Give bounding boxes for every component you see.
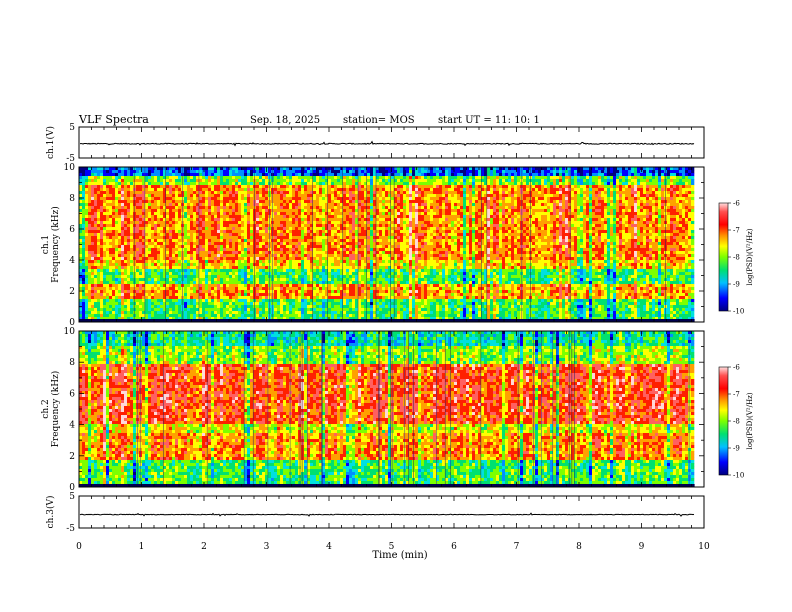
- y-tick-label: 4: [69, 256, 75, 266]
- y-tick-label: 8: [69, 194, 75, 204]
- panel-ch2-spectrogram: 0 2 4 6 8 10 ch.2 Frequency (kHz): [41, 327, 705, 493]
- y-tick-label: 6: [69, 389, 75, 399]
- colorbar-tick-label: -9: [733, 281, 740, 289]
- dc-band: [79, 319, 695, 322]
- y-tick-label: 6: [69, 225, 75, 235]
- x-tick-label: 9: [639, 542, 645, 552]
- x-tick-label: 10: [698, 542, 710, 552]
- y-tick-label: 10: [64, 163, 76, 173]
- spectrogram-cells: [79, 331, 695, 488]
- y-tick-label: 8: [69, 358, 75, 368]
- y-tick-label: 2: [69, 452, 75, 462]
- y-axis-label: ch.1: [41, 235, 51, 254]
- colorbar-tick-label: -10: [733, 308, 744, 316]
- time-axis: 0 1 2 3 4 5 6 7 8 9 10: [76, 542, 710, 552]
- start-time-label: start UT = 11: 10: 1: [438, 115, 540, 126]
- colorbar-tick-label: -6: [733, 200, 740, 208]
- colorbar-tick-label: -6: [733, 364, 740, 372]
- figure-title: VLF Spectra: [78, 113, 149, 126]
- spectrogram-cells: [79, 167, 695, 323]
- colorbar-tick-label: -7: [733, 227, 740, 235]
- x-tick-label: 8: [576, 542, 582, 552]
- colorbar-tick-label: -9: [733, 445, 740, 453]
- y-axis-label: ch.1(V): [45, 126, 56, 159]
- y-tick-label: 0: [69, 318, 75, 328]
- x-tick-label: 3: [264, 542, 270, 552]
- colorbar-tick-label: -7: [733, 391, 740, 399]
- y-axis-label: ch.2: [41, 399, 51, 418]
- colorbar-label: log(PSD)(V²/Hz): [746, 392, 754, 449]
- y-tick-label: 0: [69, 483, 75, 493]
- colorbar-label: log(PSD)(V²/Hz): [746, 228, 754, 285]
- colorbar-tick-label: -8: [733, 418, 740, 426]
- panel-ch1-spectrogram: 0 2 4 6 8 10 ch.1 Frequency (kHz): [41, 163, 705, 328]
- panel-ch1-voltage: 5 -5 ch.1(V): [45, 123, 705, 164]
- x-tick-label: 0: [76, 542, 82, 552]
- x-tick-label: 6: [451, 542, 457, 552]
- x-tick-label: 5: [389, 542, 395, 552]
- y-tick-label: 5: [69, 123, 75, 133]
- station-label: station= MOS: [343, 115, 415, 126]
- y-tick-label: -5: [66, 524, 75, 534]
- x-tick-label: 1: [139, 542, 145, 552]
- dc-band: [79, 484, 695, 487]
- date-label: Sep. 18, 2025: [250, 115, 320, 126]
- colorbar-gradient: [718, 202, 729, 312]
- y-axis-label: Frequency (kHz): [50, 206, 61, 283]
- y-tick-label: 2: [69, 287, 75, 297]
- panel-ch3-voltage: 5 -5 ch.3(V): [45, 492, 705, 534]
- x-tick-label: 2: [201, 542, 207, 552]
- colorbar-ch1: -6 -7 -8 -9 -10 log(PSD)(V²/Hz): [718, 200, 754, 316]
- voltage-trace: [79, 140, 695, 147]
- x-tick-label: 7: [514, 542, 520, 552]
- x-axis-label: Time (min): [372, 550, 427, 561]
- colorbar-tick-label: -8: [733, 254, 740, 262]
- y-axis-label: Frequency (kHz): [50, 371, 61, 448]
- y-axis-label: ch.3(V): [45, 496, 56, 529]
- colorbar-ch2: -6 -7 -8 -9 -10 log(PSD)(V²/Hz): [718, 364, 754, 480]
- y-tick-label: 5: [69, 492, 75, 502]
- colorbar-tick-label: -10: [733, 472, 744, 480]
- y-tick-label: -5: [66, 154, 75, 164]
- y-tick-label: 10: [64, 327, 76, 337]
- voltage-trace: [79, 512, 695, 517]
- x-tick-label: 4: [326, 542, 332, 552]
- colorbar-gradient: [718, 366, 729, 476]
- y-tick-label: 4: [69, 421, 75, 431]
